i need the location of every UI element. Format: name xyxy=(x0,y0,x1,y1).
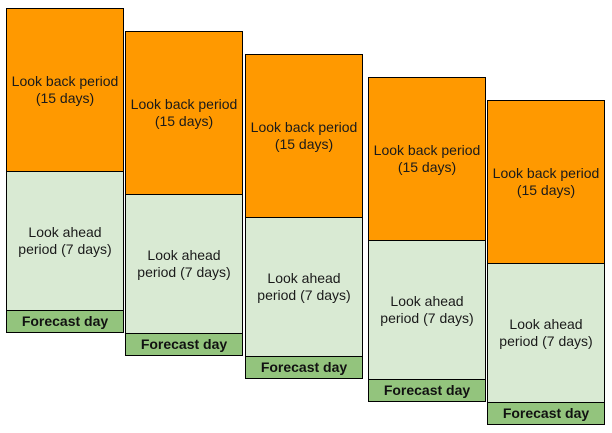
look-ahead-label: Look ahead period (7 days) xyxy=(257,270,351,303)
look-back-box: Look back period (15 days) xyxy=(125,31,243,195)
look-ahead-label: Look ahead period (7 days) xyxy=(137,247,231,280)
look-back-box: Look back period (15 days) xyxy=(487,100,605,264)
forecast-day-label: Forecast day xyxy=(21,313,109,329)
look-back-label: Look back period (15 days) xyxy=(250,119,358,152)
look-back-box: Look back period (15 days) xyxy=(368,77,486,241)
forecast-day-label: Forecast day xyxy=(502,405,590,421)
forecast-day-box: Forecast day xyxy=(125,333,243,356)
look-back-label: Look back period (15 days) xyxy=(373,142,481,175)
look-back-box: Look back period (15 days) xyxy=(6,8,124,172)
look-ahead-box: Look ahead period (7 days) xyxy=(125,194,243,334)
forecast-day-label: Forecast day xyxy=(140,336,228,352)
look-ahead-box: Look ahead period (7 days) xyxy=(245,217,363,357)
look-ahead-box: Look ahead period (7 days) xyxy=(368,240,486,380)
forecast-day-box: Forecast day xyxy=(487,402,605,425)
look-ahead-label: Look ahead period (7 days) xyxy=(499,316,593,349)
look-ahead-box: Look ahead period (7 days) xyxy=(487,263,605,403)
forecast-day-box: Forecast day xyxy=(245,356,363,379)
look-back-box: Look back period (15 days) xyxy=(245,54,363,218)
forecast-day-label: Forecast day xyxy=(260,359,348,375)
forecast-day-label: Forecast day xyxy=(383,382,471,398)
look-back-label: Look back period (15 days) xyxy=(11,73,119,106)
look-ahead-box: Look ahead period (7 days) xyxy=(6,171,124,311)
forecast-day-box: Forecast day xyxy=(368,379,486,402)
look-ahead-label: Look ahead period (7 days) xyxy=(18,224,112,257)
look-ahead-label: Look ahead period (7 days) xyxy=(380,293,474,326)
look-back-label: Look back period (15 days) xyxy=(492,165,600,198)
forecast-day-box: Forecast day xyxy=(6,310,124,333)
look-back-label: Look back period (15 days) xyxy=(130,96,238,129)
